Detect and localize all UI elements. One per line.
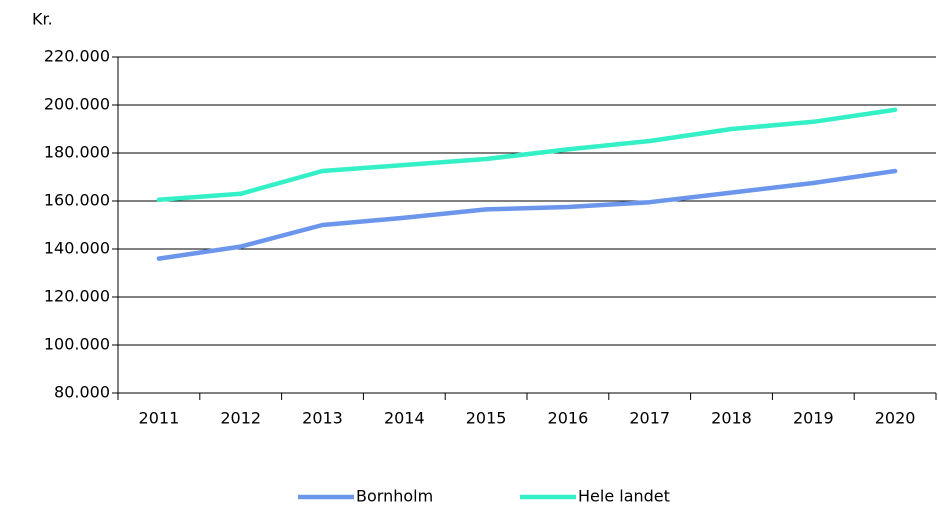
x-tick-label: 2017 <box>629 409 670 428</box>
x-tick-label: 2011 <box>139 409 180 428</box>
y-tick-label: 80.000 <box>54 383 110 402</box>
x-tick-label: 2012 <box>220 409 261 428</box>
data-line <box>156 107 898 203</box>
x-tick-label: 2019 <box>793 409 834 428</box>
x-tick-label: 2014 <box>384 409 425 428</box>
y-axis-label: Kr. <box>32 10 53 29</box>
legend-label: Bornholm <box>356 487 433 506</box>
data-line <box>156 168 898 261</box>
x-tick-label: 2013 <box>302 409 343 428</box>
y-tick-label: 200.000 <box>44 95 110 114</box>
x-tick-label: 2016 <box>548 409 589 428</box>
y-tick-label: 140.000 <box>44 239 110 258</box>
x-tick-label: 2015 <box>466 409 507 428</box>
x-tick-label: 2018 <box>711 409 752 428</box>
legend-label: Hele landet <box>578 487 670 506</box>
y-tick-label: 180.000 <box>44 143 110 162</box>
x-tick-label: 2020 <box>875 409 916 428</box>
y-tick-label: 220.000 <box>44 47 110 66</box>
y-tick-label: 100.000 <box>44 335 110 354</box>
y-tick-label: 120.000 <box>44 287 110 306</box>
y-tick-label: 160.000 <box>44 191 110 210</box>
